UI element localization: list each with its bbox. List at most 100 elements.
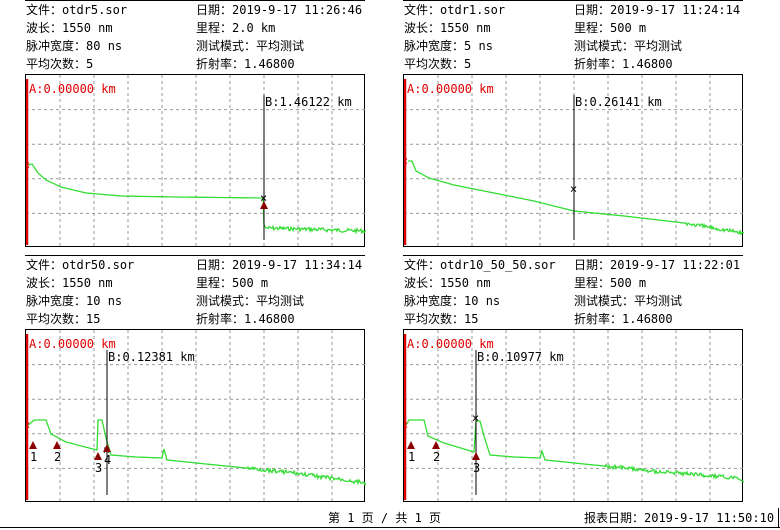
pulse-width-label: 脉冲宽度：: [26, 294, 87, 308]
wavelength-field: 波长：1550 nm: [404, 274, 491, 292]
cursor-b-cross-icon: ×: [260, 191, 267, 205]
avg-count-value: 15: [86, 312, 101, 326]
test-mode-value: 平均测试: [256, 39, 305, 53]
wavelength-field: 波长：1550 nm: [26, 19, 113, 37]
pulse-width-label: 脉冲宽度：: [404, 294, 465, 308]
event-number: 1: [408, 450, 415, 464]
date-field: 日期：2019-9-17 11:24:14: [574, 1, 740, 19]
cursor-a-cross-icon: ×: [404, 418, 408, 432]
event-marker-icon[interactable]: [260, 201, 268, 209]
test-mode-value: 平均测试: [634, 39, 683, 53]
range-field: 里程：500 m: [574, 19, 646, 37]
cursor-a-cross-icon: ×: [404, 154, 408, 168]
range-value: 2.0 km: [232, 21, 276, 35]
range-label: 里程：: [574, 276, 611, 290]
wavelength-value: 1550 nm: [62, 21, 113, 35]
wavelength-value: 1550 nm: [62, 276, 113, 290]
test-mode-value: 平均测试: [256, 294, 305, 308]
trace-svg[interactable]: × A:0.00000 kmB:0.10977 km × 1 2 3: [404, 330, 744, 503]
file-value: otdr50.sor: [62, 258, 135, 272]
pulse-width-field: 脉冲宽度：80 ns: [26, 37, 122, 55]
wavelength-label: 波长：: [404, 276, 441, 290]
test-mode-field: 测试模式：平均测试: [574, 292, 682, 310]
event-number: 1: [30, 450, 37, 464]
file-label: 文件：: [26, 3, 63, 17]
refractive-index-value: 1.46800: [622, 312, 673, 326]
otdr-trace-chart[interactable]: × A:0.00000 km B:0.26141 km ×: [403, 74, 744, 248]
file-field: 文件：otdr50.sor: [26, 256, 134, 274]
event-marker-icon[interactable]: [94, 452, 102, 460]
date-field: 日期：2019-9-17 11:34:14: [196, 256, 362, 274]
avg-count-value: 5: [464, 57, 472, 71]
event-number: 3: [473, 461, 480, 475]
refractive-index-field: 折射率：1.46800: [574, 310, 673, 328]
refractive-index-value: 1.46800: [244, 57, 295, 71]
cursor-a-cross-icon: ×: [26, 158, 30, 172]
avg-count-field: 平均次数：15: [404, 310, 478, 328]
test-mode-field: 测试模式：平均测试: [196, 37, 304, 55]
event-marker-icon[interactable]: [472, 452, 480, 460]
file-value: otdr1.sor: [440, 3, 506, 17]
otdr-trace-line: [405, 419, 744, 483]
event-marker-icon[interactable]: [53, 441, 61, 449]
date-label: 日期：: [574, 3, 611, 17]
date-label: 日期：: [196, 3, 233, 17]
test-mode-label: 测试模式：: [196, 294, 257, 308]
range-field: 里程：500 m: [196, 274, 268, 292]
cursor-a-readout: A:0.00000 km: [407, 337, 494, 351]
otdr-trace-chart[interactable]: × A:0.00000 km B:0.10977 km × 1 2 3: [403, 329, 744, 503]
report-date: 报表日期：2019-9-17 11:50:10: [584, 511, 775, 525]
refractive-index-field: 折射率：1.46800: [574, 55, 673, 73]
date-field: 日期：2019-9-17 11:26:46: [196, 1, 362, 19]
avg-count-label: 平均次数：: [404, 312, 465, 326]
cursor-a-readout: A:0.00000 km: [29, 82, 116, 96]
avg-count-label: 平均次数：: [404, 57, 465, 71]
pulse-width-label: 脉冲宽度：: [404, 39, 465, 53]
otdr-trace-chart[interactable]: × A:0.00000 km B:1.46122 km ×: [25, 74, 366, 248]
event-marker-icon[interactable]: [103, 444, 111, 452]
pulse-width-value: 10 ns: [464, 294, 501, 308]
wavelength-value: 1550 nm: [440, 21, 491, 35]
avg-count-label: 平均次数：: [26, 57, 87, 71]
cursor-a-readout: A:0.00000 km: [29, 337, 116, 351]
avg-count-field: 平均次数：5: [404, 55, 471, 73]
panel-divider: [403, 0, 743, 1]
refractive-index-label: 折射率：: [196, 57, 245, 71]
cursor-b-readout: B:0.12381 km: [108, 350, 195, 364]
range-label: 里程：: [574, 21, 611, 35]
cursor-b-cross-icon: ×: [570, 182, 577, 196]
event-marker-icon[interactable]: [407, 441, 415, 449]
file-field: 文件：otdr5.sor: [26, 1, 127, 19]
otdr-trace-line: [27, 163, 366, 235]
cursor-a-readout: A:0.00000 km: [407, 82, 494, 96]
refractive-index-label: 折射率：: [574, 57, 623, 71]
date-label: 日期：: [574, 258, 611, 272]
avg-count-value: 5: [86, 57, 94, 71]
date-value: 2019-9-17 11:26:46: [232, 3, 363, 17]
file-field: 文件：otdr10_50_50.sor: [404, 256, 556, 274]
avg-count-field: 平均次数：15: [26, 310, 100, 328]
panel-divider: [403, 255, 743, 256]
pulse-width-value: 5 ns: [464, 39, 493, 53]
refractive-index-field: 折射率：1.46800: [196, 310, 295, 328]
date-field: 日期：2019-9-17 11:22:01: [574, 256, 740, 274]
range-field: 里程：500 m: [574, 274, 646, 292]
trace-svg[interactable]: × A:0.00000 km B:0.26141 km ×: [404, 75, 744, 248]
test-mode-field: 测试模式：平均测试: [196, 292, 304, 310]
range-value: 500 m: [610, 276, 647, 290]
trace-svg[interactable]: × A:0.00000 km B:1.46122 km ×: [26, 75, 366, 248]
test-mode-value: 平均测试: [634, 294, 683, 308]
pulse-width-field: 脉冲宽度：10 ns: [26, 292, 122, 310]
wavelength-label: 波长：: [404, 21, 441, 35]
cursor-b-cross-icon: ×: [472, 411, 479, 425]
event-marker-icon[interactable]: [29, 441, 37, 449]
event-marker-icon[interactable]: [432, 441, 440, 449]
otdr-trace-line: [408, 160, 744, 236]
pulse-width-value: 80 ns: [86, 39, 123, 53]
avg-count-field: 平均次数：5: [26, 55, 93, 73]
event-number: 2: [54, 450, 61, 464]
refractive-index-label: 折射率：: [574, 312, 623, 326]
test-mode-label: 测试模式：: [574, 39, 635, 53]
